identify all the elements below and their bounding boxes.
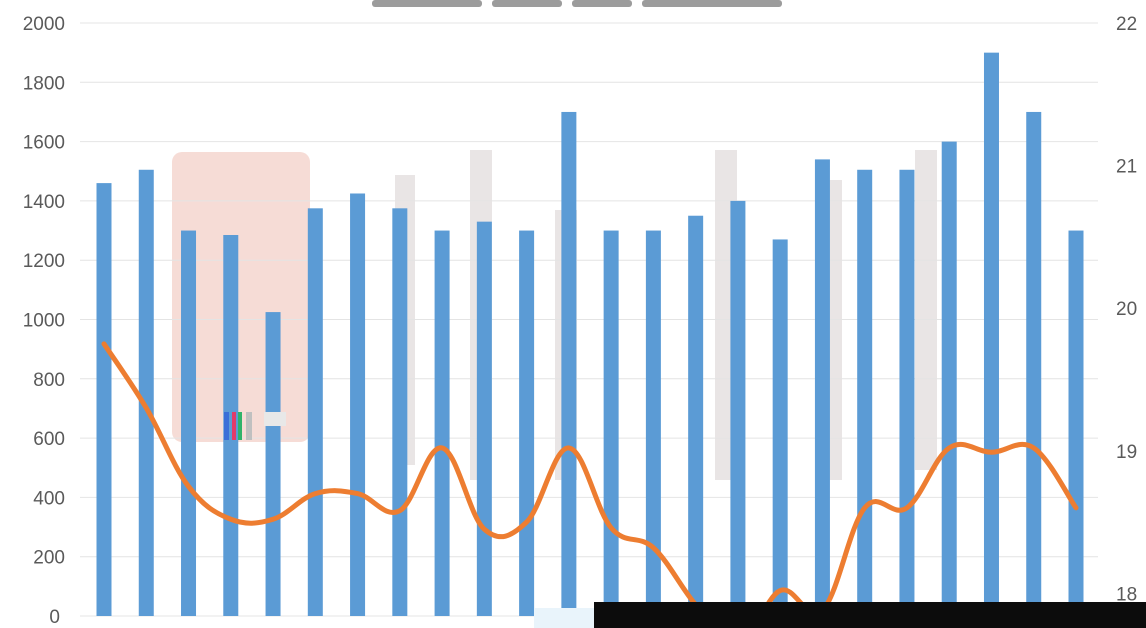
bar xyxy=(350,193,366,617)
left-tick-label: 2000 xyxy=(23,14,65,35)
left-tick-label: 600 xyxy=(33,429,65,450)
line-point xyxy=(863,506,867,510)
bar xyxy=(772,239,788,616)
line-point xyxy=(989,450,993,454)
line-point xyxy=(398,509,402,513)
bar xyxy=(96,183,112,617)
left-tick-label: 800 xyxy=(33,370,65,391)
occlusion-block xyxy=(594,602,1146,628)
line-point xyxy=(313,492,317,496)
bar xyxy=(603,230,619,617)
line-point xyxy=(229,517,233,521)
line-point xyxy=(1074,506,1078,510)
line-point xyxy=(609,526,613,530)
line-point xyxy=(1032,446,1036,450)
bar xyxy=(392,208,408,616)
left-tick-label: 400 xyxy=(33,488,65,509)
right-tick-label: 22 xyxy=(1116,14,1137,35)
bar xyxy=(688,215,704,616)
bar xyxy=(476,221,492,616)
bar xyxy=(645,230,661,617)
bar xyxy=(814,159,830,616)
right-axis: 18 19 20 21 22 xyxy=(1116,14,1137,605)
title-smudge xyxy=(372,0,782,7)
line-point xyxy=(187,484,191,488)
line-point xyxy=(778,589,782,593)
line-point xyxy=(271,517,275,521)
left-tick-label: 1000 xyxy=(23,311,65,332)
bar xyxy=(983,52,999,616)
bar xyxy=(730,200,746,616)
left-tick-label: 0 xyxy=(49,607,60,628)
bar xyxy=(138,169,154,616)
occlusion-fade xyxy=(534,608,594,628)
bar xyxy=(561,111,577,616)
bar xyxy=(899,169,915,616)
watermark-stroke xyxy=(915,150,937,470)
left-tick-label: 1400 xyxy=(23,192,65,213)
label-artifact xyxy=(224,412,286,440)
line-point xyxy=(947,446,951,450)
left-tick-label: 200 xyxy=(33,548,65,569)
bar xyxy=(857,169,873,616)
line-point xyxy=(144,406,148,410)
bar xyxy=(1026,111,1042,616)
bar xyxy=(1068,230,1084,617)
left-tick-label: 1200 xyxy=(23,251,65,272)
line-point xyxy=(482,527,486,531)
bar xyxy=(519,230,535,617)
line-point xyxy=(651,546,655,550)
line-point xyxy=(102,342,106,346)
line-point xyxy=(567,446,571,450)
line-point xyxy=(356,492,360,496)
left-tick-label: 1800 xyxy=(23,73,65,94)
bar-series xyxy=(96,52,1084,617)
bar xyxy=(434,230,450,617)
bar xyxy=(181,230,197,617)
line-point xyxy=(905,506,909,510)
right-tick-label: 18 xyxy=(1116,584,1137,605)
left-axis: 0 200 400 600 800 1000 1200 1400 1600 1800 2000 xyxy=(23,14,65,628)
bar xyxy=(307,208,323,616)
bar xyxy=(941,141,957,616)
right-tick-label: 19 xyxy=(1116,442,1137,463)
right-tick-label: 21 xyxy=(1116,157,1137,178)
right-tick-label: 20 xyxy=(1116,299,1137,320)
line-point xyxy=(525,520,529,524)
bar xyxy=(265,312,281,616)
line-point xyxy=(440,446,444,450)
left-tick-label: 1600 xyxy=(23,133,65,154)
